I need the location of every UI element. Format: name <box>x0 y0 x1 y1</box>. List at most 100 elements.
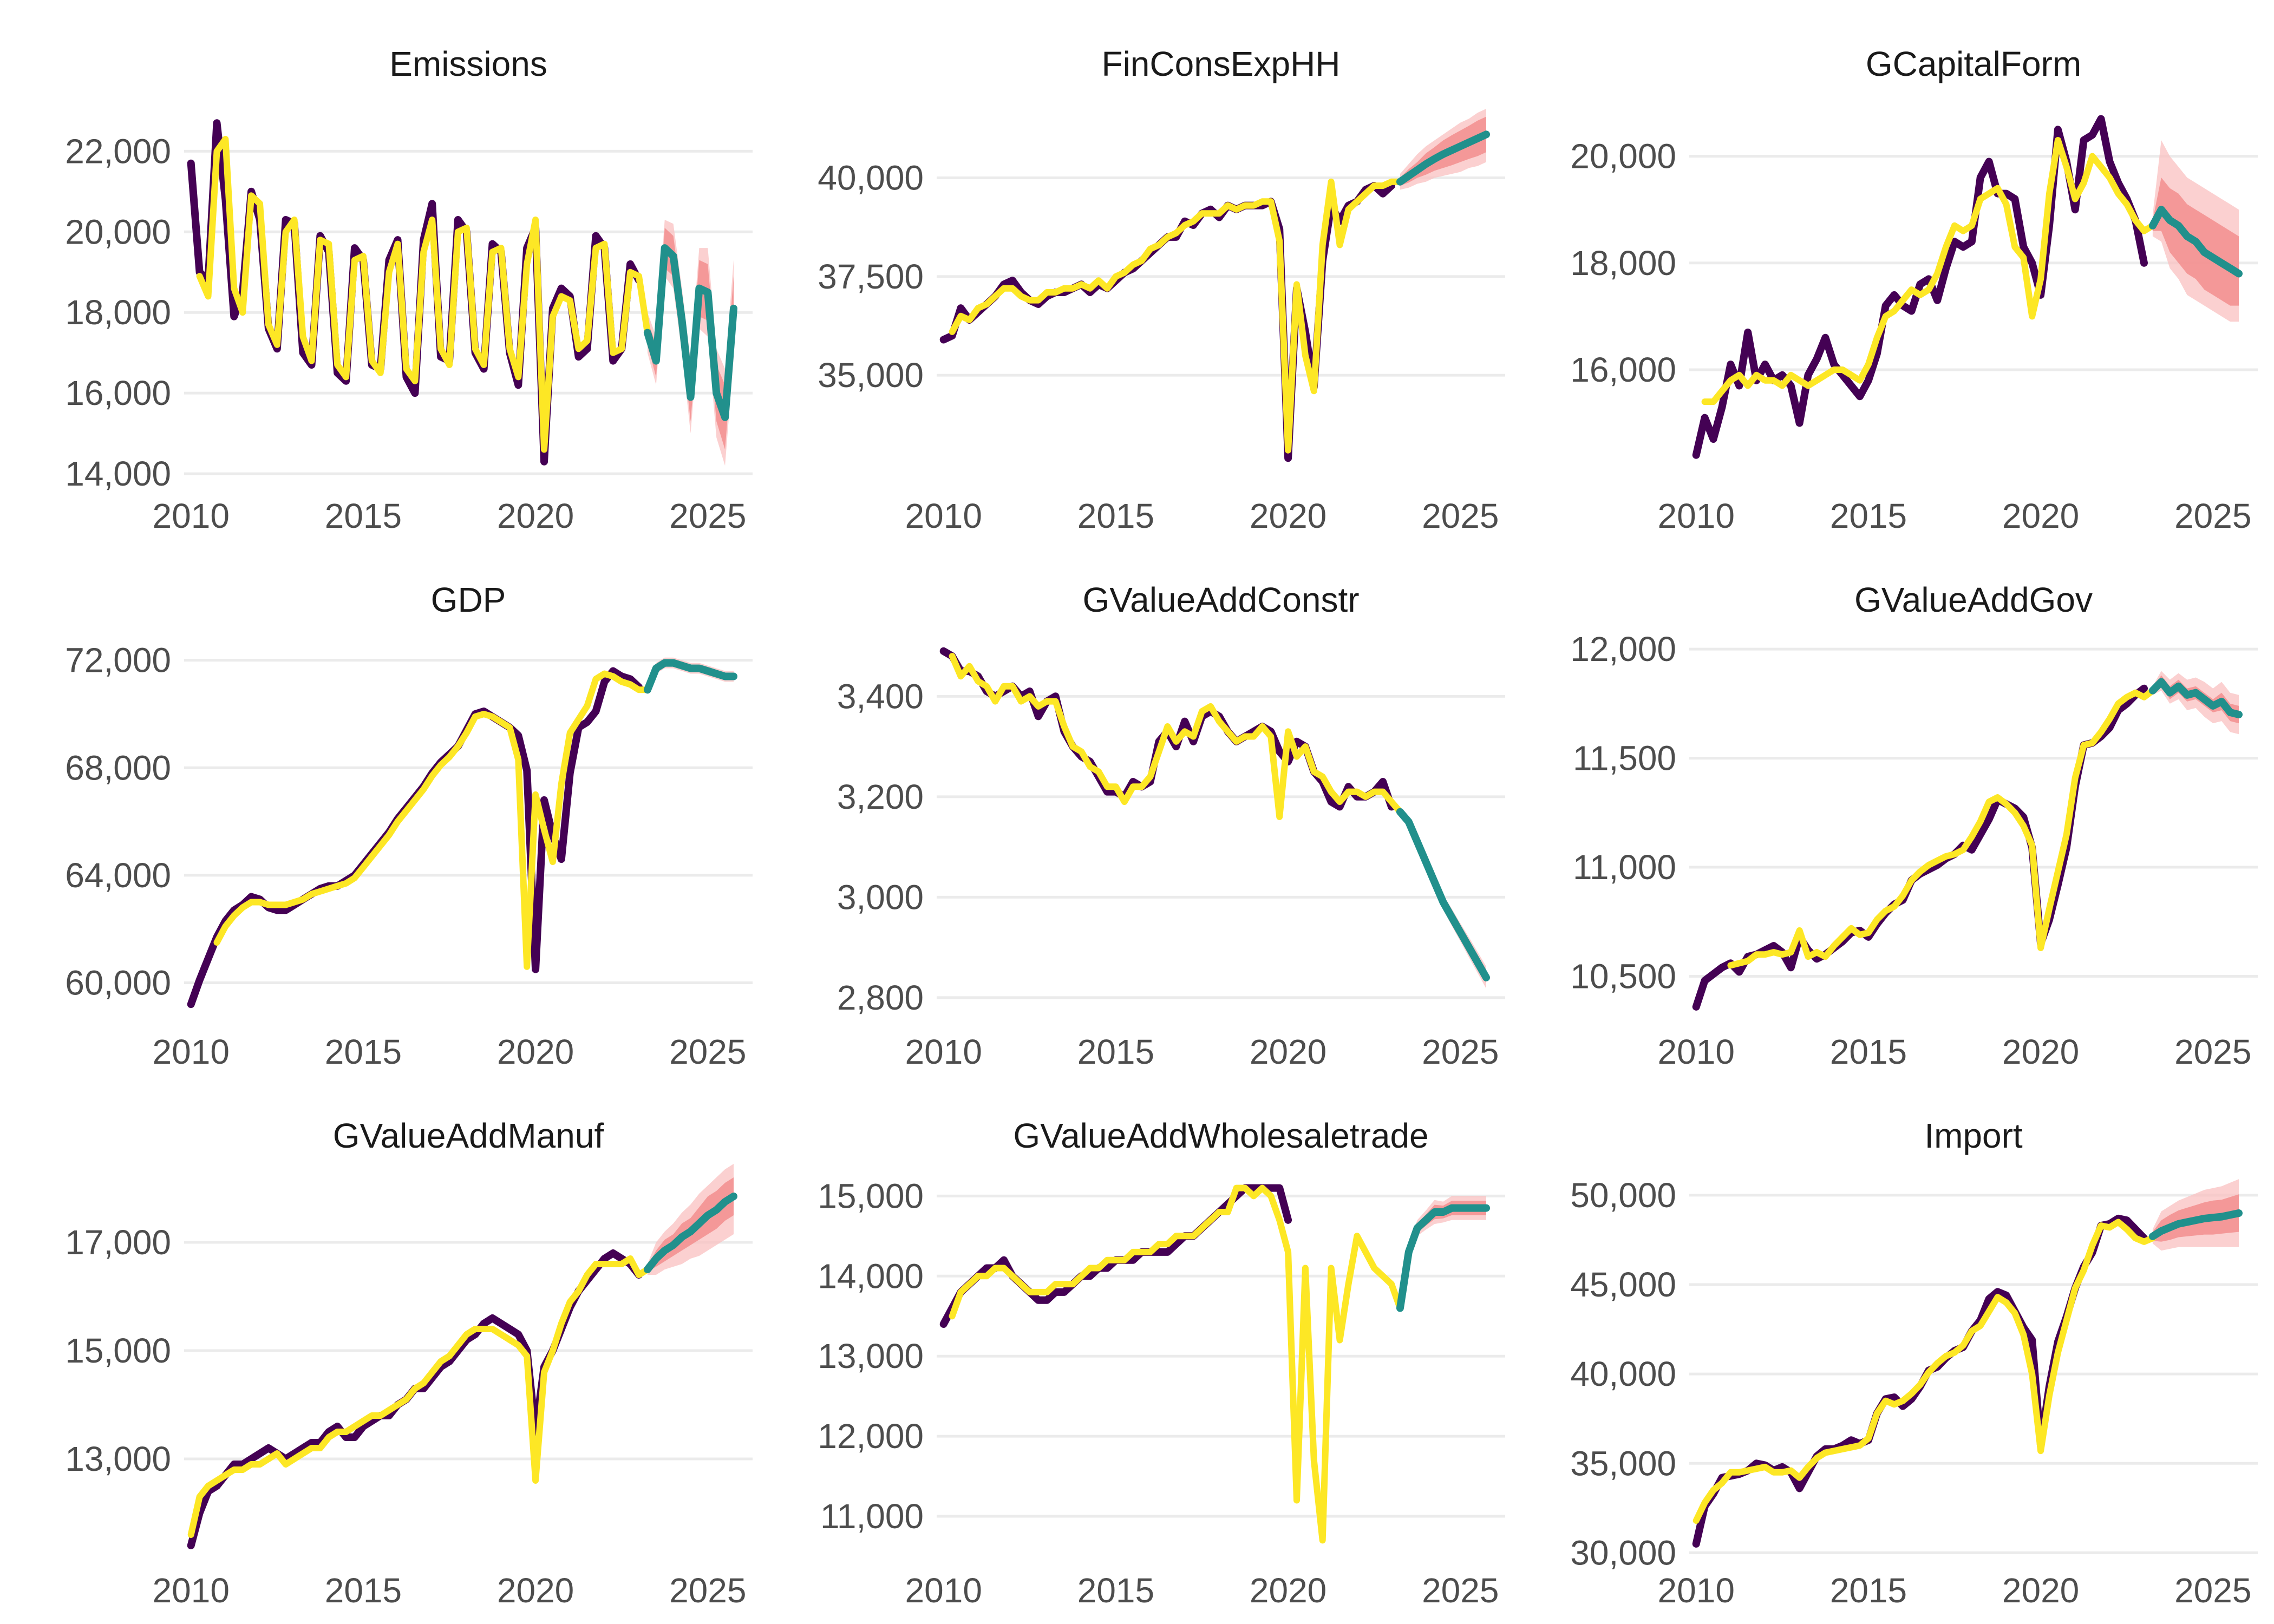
panel-title: GValueAddConstr <box>1082 580 1359 619</box>
x-tick-label: 2010 <box>905 496 982 535</box>
y-tick-label: 37,500 <box>818 257 924 296</box>
x-tick-label: 2020 <box>1250 496 1327 535</box>
actual-series-line <box>1692 684 2148 1011</box>
y-tick-label: 72,000 <box>65 641 171 680</box>
fitted-series-line <box>187 1255 651 1538</box>
x-tick-label: 2010 <box>153 1032 230 1071</box>
y-tick-label: 15,000 <box>818 1176 924 1215</box>
y-tick-label: 2,800 <box>837 978 924 1017</box>
y-tick-label: 15,000 <box>65 1331 171 1370</box>
panel-gvalueaddconstr: GValueAddConstr 2,800 3,000 3,200 3,400 2010 2… <box>837 580 1505 1071</box>
panel-gdp: GDP 60,000 64,000 68,000 72,000 2010 2015 2020 2… <box>65 580 753 1071</box>
forecast-series-line <box>643 1193 737 1273</box>
fitted-series-line <box>1701 137 2156 405</box>
y-tick-label: 30,000 <box>1570 1533 1676 1572</box>
x-tick-label: 2020 <box>497 1571 574 1610</box>
x-tick-label: 2015 <box>325 1571 402 1610</box>
x-tick-label: 2025 <box>669 1571 746 1610</box>
panel-title: GValueAddManuf <box>333 1116 604 1155</box>
y-tick-label: 13,000 <box>65 1439 171 1478</box>
x-tick-label: 2020 <box>2002 1032 2079 1071</box>
x-tick-label: 2010 <box>1658 1571 1735 1610</box>
forecast-series-line <box>2148 1209 2243 1240</box>
panel-title: GDP <box>431 580 506 619</box>
y-tick-label: 17,000 <box>65 1223 171 1262</box>
panel-title: FinConsExpHH <box>1101 44 1340 83</box>
x-tick-label: 2010 <box>153 496 230 535</box>
x-tick-label: 2025 <box>1422 1571 1499 1610</box>
y-tick-label: 18,000 <box>65 293 171 332</box>
x-tick-label: 2015 <box>1077 496 1154 535</box>
y-tick-label: 35,000 <box>1570 1444 1676 1483</box>
y-tick-label: 64,000 <box>65 856 171 895</box>
x-tick-label: 2020 <box>2002 496 2079 535</box>
x-tick-label: 2015 <box>1830 1032 1907 1071</box>
forecast-band-80 <box>647 227 734 450</box>
y-tick-label: 68,000 <box>65 748 171 787</box>
x-tick-label: 2015 <box>1830 496 1907 535</box>
y-tick-label: 14,000 <box>65 454 171 493</box>
panel-import: Import 30,000 35,000 40,000 45,000 50,000 2010… <box>1570 1116 2258 1610</box>
y-tick-label: 14,000 <box>818 1256 924 1295</box>
y-tick-label: 16,000 <box>1570 350 1676 389</box>
x-tick-label: 2015 <box>325 1032 402 1071</box>
x-tick-label: 2010 <box>905 1571 982 1610</box>
panel-gvalueaddwholesaletrade: GValueAddWholesaletrade 11,000 12,000 13,00… <box>818 1116 1505 1610</box>
y-tick-label: 12,000 <box>818 1417 924 1456</box>
panel-gvalueaddgov: GValueAddGov 10,500 11,000 11,500 12,000 2010… <box>1570 580 2258 1071</box>
forecast-series-line <box>643 659 737 694</box>
actual-series-line <box>187 667 643 1009</box>
panel-title: Import <box>1924 1116 2023 1155</box>
y-tick-label: 10,500 <box>1570 957 1676 996</box>
fitted-series-line <box>949 653 1403 820</box>
forecast-series-line <box>1396 808 1490 981</box>
panel-title: GValueAddGov <box>1854 580 2093 619</box>
panel-emissions: Emissions 14,000 16,000 18,000 20,000 22,000 2… <box>65 44 753 535</box>
panel-gcapitalform: GCapitalForm 16,000 18,000 20,000 2010 2015 20… <box>1570 44 2258 535</box>
x-tick-label: 2010 <box>153 1571 230 1610</box>
fitted-series-line <box>1727 687 2156 969</box>
y-tick-label: 11,000 <box>820 1497 924 1536</box>
x-tick-label: 2025 <box>1422 1032 1499 1071</box>
fitted-series-line <box>213 670 651 970</box>
y-tick-label: 22,000 <box>65 132 171 171</box>
panel-finconsexphh: FinConsExpHH 35,000 37,500 40,000 2010 2015 20… <box>818 44 1505 535</box>
x-tick-label: 2020 <box>1250 1032 1327 1071</box>
forecast-series-line <box>643 244 737 421</box>
fitted-series-line <box>949 1184 1403 1544</box>
forecast-series-line <box>2148 206 2243 278</box>
x-tick-label: 2020 <box>497 496 574 535</box>
y-tick-label: 11,500 <box>1573 739 1676 778</box>
y-tick-label: 18,000 <box>1570 244 1676 283</box>
y-tick-label: 45,000 <box>1570 1265 1676 1304</box>
x-tick-label: 2025 <box>1422 496 1499 535</box>
y-tick-label: 3,200 <box>837 777 924 816</box>
x-tick-label: 2025 <box>2174 1032 2251 1071</box>
y-tick-label: 3,000 <box>837 878 924 916</box>
actual-series-line <box>939 1184 1292 1328</box>
y-tick-label: 13,000 <box>818 1337 924 1376</box>
x-tick-label: 2025 <box>669 1032 746 1071</box>
y-tick-label: 3,400 <box>837 677 924 716</box>
x-tick-label: 2020 <box>497 1032 574 1071</box>
x-tick-label: 2010 <box>1658 496 1735 535</box>
x-tick-label: 2015 <box>1077 1571 1154 1610</box>
forecast-series-line <box>2148 678 2243 718</box>
x-tick-label: 2020 <box>2002 1571 2079 1610</box>
fitted-series-line <box>196 136 651 453</box>
actual-series-line <box>1692 115 2148 459</box>
y-tick-label: 20,000 <box>1570 137 1676 176</box>
x-tick-label: 2010 <box>905 1032 982 1071</box>
forecast-series-line <box>1396 130 1490 186</box>
x-tick-label: 2015 <box>1830 1571 1907 1610</box>
fitted-series-line <box>1693 1219 2156 1524</box>
forecast-band-95 <box>647 220 734 466</box>
y-tick-label: 12,000 <box>1570 630 1676 669</box>
y-tick-label: 20,000 <box>65 212 171 251</box>
y-tick-label: 35,000 <box>818 356 924 395</box>
x-tick-label: 2025 <box>2174 496 2251 535</box>
y-tick-label: 60,000 <box>65 963 171 1002</box>
panel-title: Emissions <box>389 44 547 83</box>
x-tick-label: 2015 <box>1077 1032 1154 1071</box>
